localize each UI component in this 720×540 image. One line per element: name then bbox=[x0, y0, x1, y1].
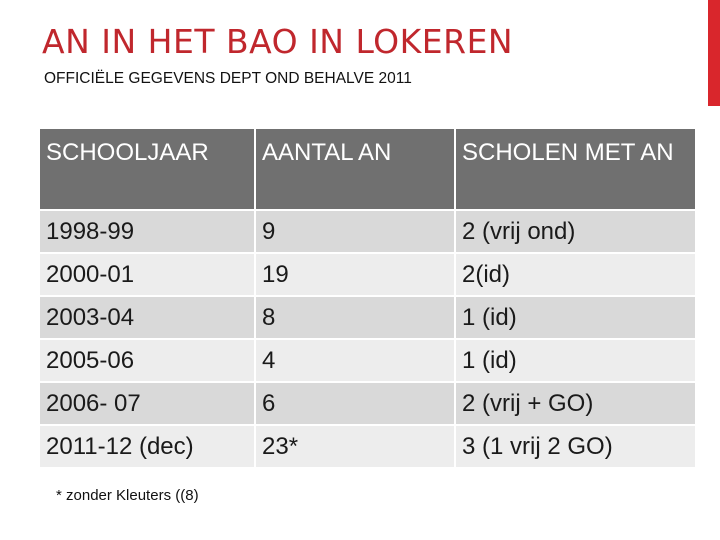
header-scholen-met-an: SCHOLEN MET AN bbox=[454, 127, 697, 211]
table-row: 2003-04 8 1 (id) bbox=[38, 295, 697, 340]
cell-aantal: 6 bbox=[254, 381, 456, 426]
cell-schooljaar: 2006- 07 bbox=[38, 381, 256, 426]
cell-aantal: 23* bbox=[254, 424, 456, 469]
accent-bar bbox=[708, 0, 720, 106]
cell-aantal: 9 bbox=[254, 209, 456, 254]
cell-schooljaar: 2005-06 bbox=[38, 338, 256, 383]
table-row: 2005-06 4 1 (id) bbox=[38, 338, 697, 383]
cell-aantal: 4 bbox=[254, 338, 456, 383]
table-row: 2006- 07 6 2 (vrij + GO) bbox=[38, 381, 697, 426]
cell-schooljaar: 2000-01 bbox=[38, 252, 256, 297]
slide-subtitle: OFFICIËLE GEGEVENS DEPT OND BEHALVE 2011 bbox=[44, 70, 412, 87]
cell-schooljaar: 2011-12 (dec) bbox=[38, 424, 256, 469]
cell-aantal: 8 bbox=[254, 295, 456, 340]
table-header-row: SCHOOLJAAR AANTAL AN SCHOLEN MET AN bbox=[38, 127, 697, 211]
cell-schooljaar: 1998-99 bbox=[38, 209, 256, 254]
cell-scholen: 2 (vrij + GO) bbox=[454, 381, 697, 426]
slide-title: AN IN HET BAO IN LOKEREN bbox=[42, 22, 514, 61]
footnote: * zonder Kleuters ((8) bbox=[56, 487, 199, 504]
cell-scholen: 1 (id) bbox=[454, 338, 697, 383]
cell-scholen: 2 (vrij ond) bbox=[454, 209, 697, 254]
header-aantal-an: AANTAL AN bbox=[254, 127, 456, 211]
cell-aantal: 19 bbox=[254, 252, 456, 297]
table-row: 2011-12 (dec) 23* 3 (1 vrij 2 GO) bbox=[38, 424, 697, 469]
header-schooljaar: SCHOOLJAAR bbox=[38, 127, 256, 211]
cell-scholen: 1 (id) bbox=[454, 295, 697, 340]
table-row: 2000-01 19 2(id) bbox=[38, 252, 697, 297]
cell-scholen: 2(id) bbox=[454, 252, 697, 297]
cell-scholen: 3 (1 vrij 2 GO) bbox=[454, 424, 697, 469]
data-table: SCHOOLJAAR AANTAL AN SCHOLEN MET AN 1998… bbox=[38, 127, 697, 469]
table-row: 1998-99 9 2 (vrij ond) bbox=[38, 209, 697, 254]
cell-schooljaar: 2003-04 bbox=[38, 295, 256, 340]
